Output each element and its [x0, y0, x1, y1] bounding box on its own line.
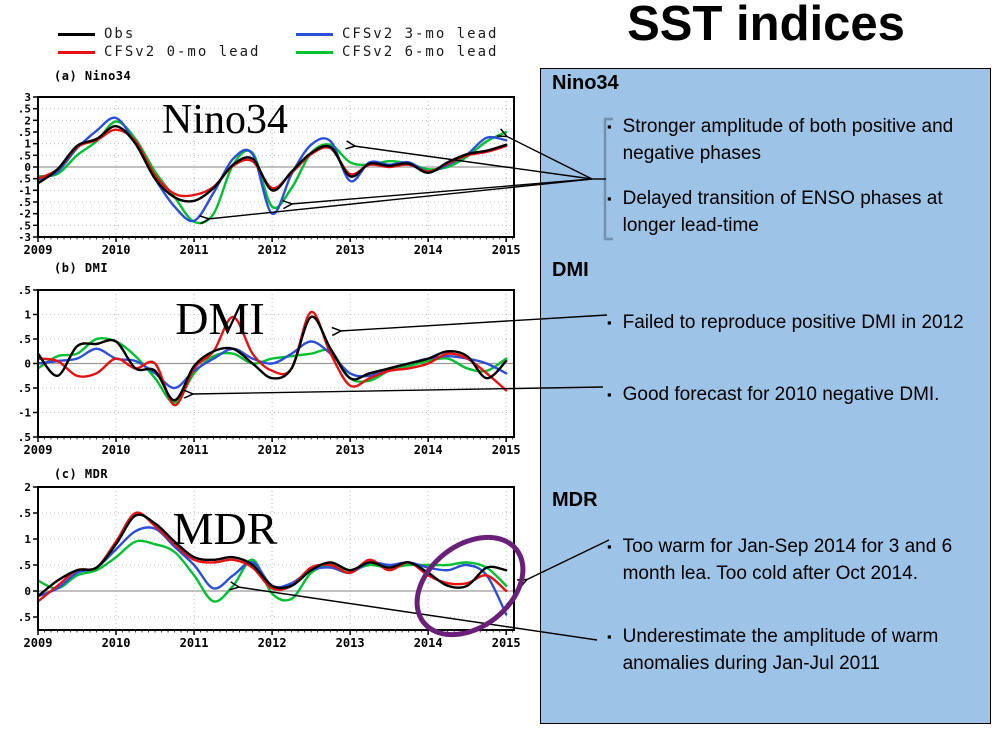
y-tick-label: 0 — [24, 161, 31, 174]
note-text: Too warm for Jan-Sep 2014 for 3 and 6 mo… — [622, 536, 953, 584]
x-tick-label: 2013 — [336, 636, 365, 650]
legend-label: Obs — [104, 26, 136, 42]
chart-legend: Obs CFSv2 0-mo lead CFSv2 3-mo lead CFSv… — [58, 25, 498, 61]
legend-item-6mo: CFSv2 6-mo lead — [296, 43, 498, 61]
x-tick-label: 2009 — [24, 243, 53, 257]
y-tick-label: 0 — [24, 585, 31, 598]
y-tick-label: -1.5 — [20, 196, 31, 209]
y-tick-label: 0 — [24, 358, 31, 371]
section-heading-dmi: DMI — [552, 259, 589, 281]
x-tick-label: 2014 — [414, 636, 443, 650]
obs-line-swatch — [58, 32, 95, 36]
nino34-chart: -3-2.5-2-1.5-1-0.500.511.522.53 2009 2010 2… — [20, 69, 521, 257]
cfsv2-6mo-line-swatch — [296, 50, 333, 54]
y-tick-label: 2 — [24, 114, 31, 127]
x-tick-label: 2010 — [102, 243, 131, 257]
y-tick-label: -2.5 — [20, 219, 31, 232]
legend-item-3mo: CFSv2 3-mo lead — [296, 25, 498, 43]
y-tick-label: 0.5 — [20, 559, 31, 572]
y-tick-label: -2 — [20, 208, 31, 221]
legend-item-obs: Obs — [58, 25, 296, 43]
bullet-square-icon: ▪ — [607, 539, 612, 554]
chart-inner-title: DMI — [175, 293, 264, 344]
x-tick-label: 2011 — [180, 443, 209, 457]
y-tick-label: -1.5 — [20, 431, 31, 444]
note-text: Failed to reproduce positive DMI in 2012 — [622, 312, 964, 333]
bullet-square-icon: ▪ — [607, 387, 612, 402]
note-bullet: ▪ Stronger amplitude of both positive an… — [607, 113, 965, 167]
y-tick-label: 0.5 — [20, 149, 31, 162]
dmi-chart: -1.5 -1 -0.5 0 0.5 1 1.5 2009 2010 2011 2012 2013 20… — [20, 261, 521, 457]
note-text: Good forecast for 2010 negative DMI. — [622, 384, 940, 405]
y-tick-label: -1 — [20, 184, 31, 197]
panel-label: (a) Nino34 — [54, 69, 131, 83]
cfsv2-3mo-line-swatch — [296, 32, 333, 36]
y-tick-label: 0.5 — [20, 333, 31, 346]
x-tick-label: 2009 — [24, 443, 53, 457]
x-tick-label: 2015 — [492, 636, 521, 650]
note-text: Delayed transition of ENSO phases at lon… — [622, 188, 943, 236]
y-tick-label: -0.5 — [20, 382, 31, 395]
mdr-chart: -0.5 0 0.5 1 1.5 2 2009 2010 2011 2012 2013 2014 201… — [20, 467, 521, 650]
bullet-square-icon: ▪ — [607, 315, 612, 330]
chart-inner-title: Nino34 — [162, 97, 288, 143]
note-bullet: ▪ Underestimate the amplitude of warm an… — [607, 623, 965, 677]
y-tick-label: 1.5 — [20, 507, 31, 520]
x-tick-label: 2009 — [24, 636, 53, 650]
y-tick-label: 2 — [24, 481, 31, 494]
x-tick-label: 2014 — [414, 243, 443, 257]
note-bullet: ▪ Too warm for Jan-Sep 2014 for 3 and 6 … — [607, 533, 965, 587]
legend-label: CFSv2 3-mo lead — [342, 26, 499, 42]
x-tick-label: 2013 — [336, 243, 365, 257]
x-tick-label: 2011 — [180, 636, 209, 650]
series-line-CFSv2-0-mo-lead — [38, 310, 508, 407]
y-tick-label: 1 — [24, 533, 31, 546]
cfsv2-0mo-line-swatch — [58, 50, 95, 54]
y-tick-label: 2.5 — [20, 103, 31, 116]
section-heading-mdr: MDR — [552, 489, 598, 511]
note-bullet: ▪ Failed to reproduce positive DMI in 20… — [607, 309, 965, 336]
note-bullet: ▪ Good forecast for 2010 negative DMI. — [607, 381, 965, 408]
x-tick-label: 2010 — [102, 636, 131, 650]
y-tick-label: 1 — [24, 138, 31, 151]
panel-label: (b) DMI — [54, 261, 108, 275]
bullet-square-icon: ▪ — [607, 191, 612, 206]
note-text: Stronger amplitude of both positive and … — [622, 116, 954, 164]
x-tick-label: 2015 — [492, 243, 521, 257]
page-title: SST indices — [627, 0, 905, 51]
legend-label: CFSv2 6-mo lead — [342, 44, 499, 60]
x-tick-label: 2012 — [258, 243, 287, 257]
x-tick-label: 2015 — [492, 443, 521, 457]
note-bullet: ▪ Delayed transition of ENSO phases at l… — [607, 185, 965, 239]
y-tick-label: -0.5 — [20, 611, 31, 624]
x-tick-label: 2012 — [258, 636, 287, 650]
x-tick-label: 2012 — [258, 443, 287, 457]
section-heading-nino34: Nino34 — [552, 72, 619, 94]
notes-panel: Nino34 ▪ Stronger amplitude of both posi… — [540, 68, 991, 724]
legend-label: CFSv2 0-mo lead — [104, 44, 261, 60]
note-text: Underestimate the amplitude of warm anom… — [622, 626, 939, 674]
bullet-square-icon: ▪ — [607, 119, 612, 134]
panel-label: (c) MDR — [54, 467, 108, 481]
x-tick-label: 2011 — [180, 243, 209, 257]
y-tick-label: -1 — [20, 407, 31, 420]
y-tick-label: 1 — [24, 309, 31, 322]
y-tick-label: -3 — [20, 231, 31, 244]
x-tick-label: 2014 — [414, 443, 443, 457]
x-tick-label: 2013 — [336, 443, 365, 457]
series-line-Obs — [38, 315, 508, 402]
y-tick-label: 1.5 — [20, 126, 31, 139]
legend-item-0mo: CFSv2 0-mo lead — [58, 43, 296, 61]
x-tick-label: 2010 — [102, 443, 131, 457]
y-tick-label: 1.5 — [20, 284, 31, 297]
y-tick-label: -0.5 — [20, 173, 31, 186]
bullet-square-icon: ▪ — [607, 629, 612, 644]
chart-inner-title: MDR — [173, 503, 278, 554]
y-tick-label: 3 — [24, 91, 31, 104]
